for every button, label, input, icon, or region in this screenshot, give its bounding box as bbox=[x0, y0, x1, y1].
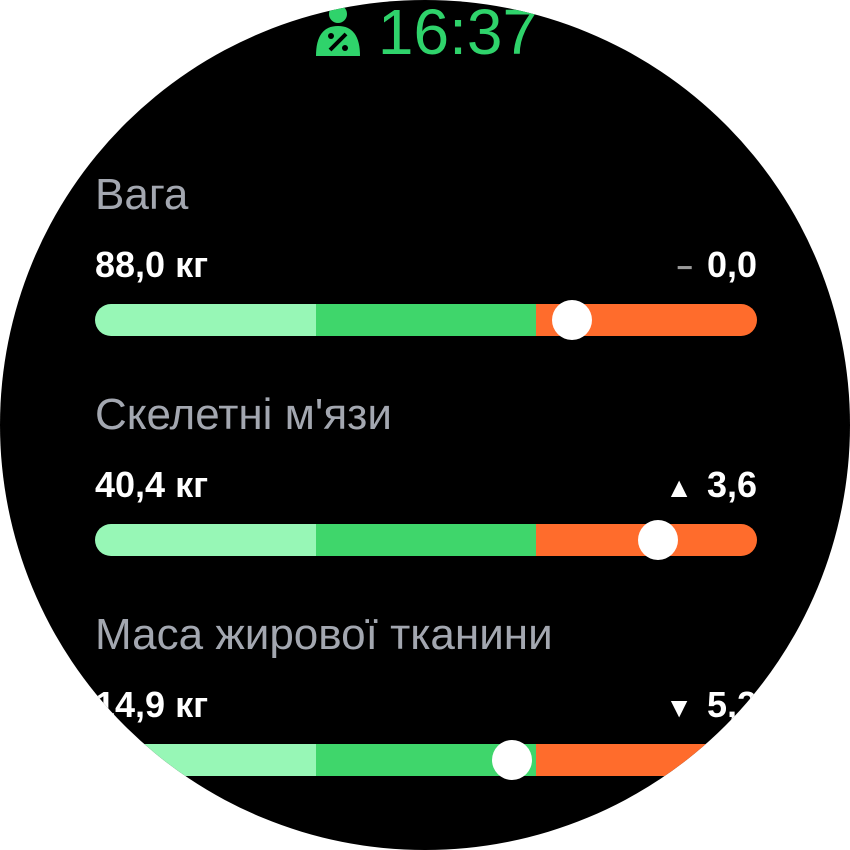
range-low bbox=[95, 304, 316, 336]
range-bar bbox=[95, 524, 757, 556]
range-bar bbox=[95, 744, 757, 776]
body-fat-percent-icon bbox=[315, 6, 360, 56]
range-indicator bbox=[637, 520, 678, 560]
range-low bbox=[95, 524, 316, 556]
arrow-up-icon: ▲ bbox=[665, 472, 693, 503]
range-normal bbox=[315, 304, 537, 336]
arrow-down-icon: ▼ bbox=[665, 692, 693, 723]
metric-delta: ▲ 3,6 bbox=[665, 464, 757, 506]
metric-title: Вага bbox=[95, 170, 189, 219]
metric-value: 14,9 кг bbox=[95, 684, 209, 725]
clock-time: 16:37 bbox=[377, 0, 539, 68]
delta-value: 3,6 bbox=[706, 464, 757, 505]
metric-delta: −0,0 bbox=[677, 244, 757, 286]
range-low bbox=[95, 744, 316, 776]
status-bar: 16:37 bbox=[0, 0, 850, 72]
metric-delta: ▼ 5,2 bbox=[665, 684, 757, 726]
delta-value: 5,2 bbox=[706, 684, 757, 725]
metric-value: 40,4 кг bbox=[95, 464, 209, 505]
range-indicator bbox=[551, 300, 592, 340]
metric-title: Скелетні м'язи bbox=[95, 390, 392, 439]
delta-value: 0,0 bbox=[706, 244, 757, 285]
metric-title: Маса жирової тканини bbox=[95, 610, 553, 659]
range-high bbox=[536, 744, 757, 776]
range-indicator bbox=[492, 740, 533, 780]
no-change-icon: − bbox=[676, 252, 693, 283]
range-normal bbox=[315, 524, 537, 556]
range-bar bbox=[95, 304, 757, 336]
metric-value: 88,0 кг bbox=[95, 244, 209, 285]
